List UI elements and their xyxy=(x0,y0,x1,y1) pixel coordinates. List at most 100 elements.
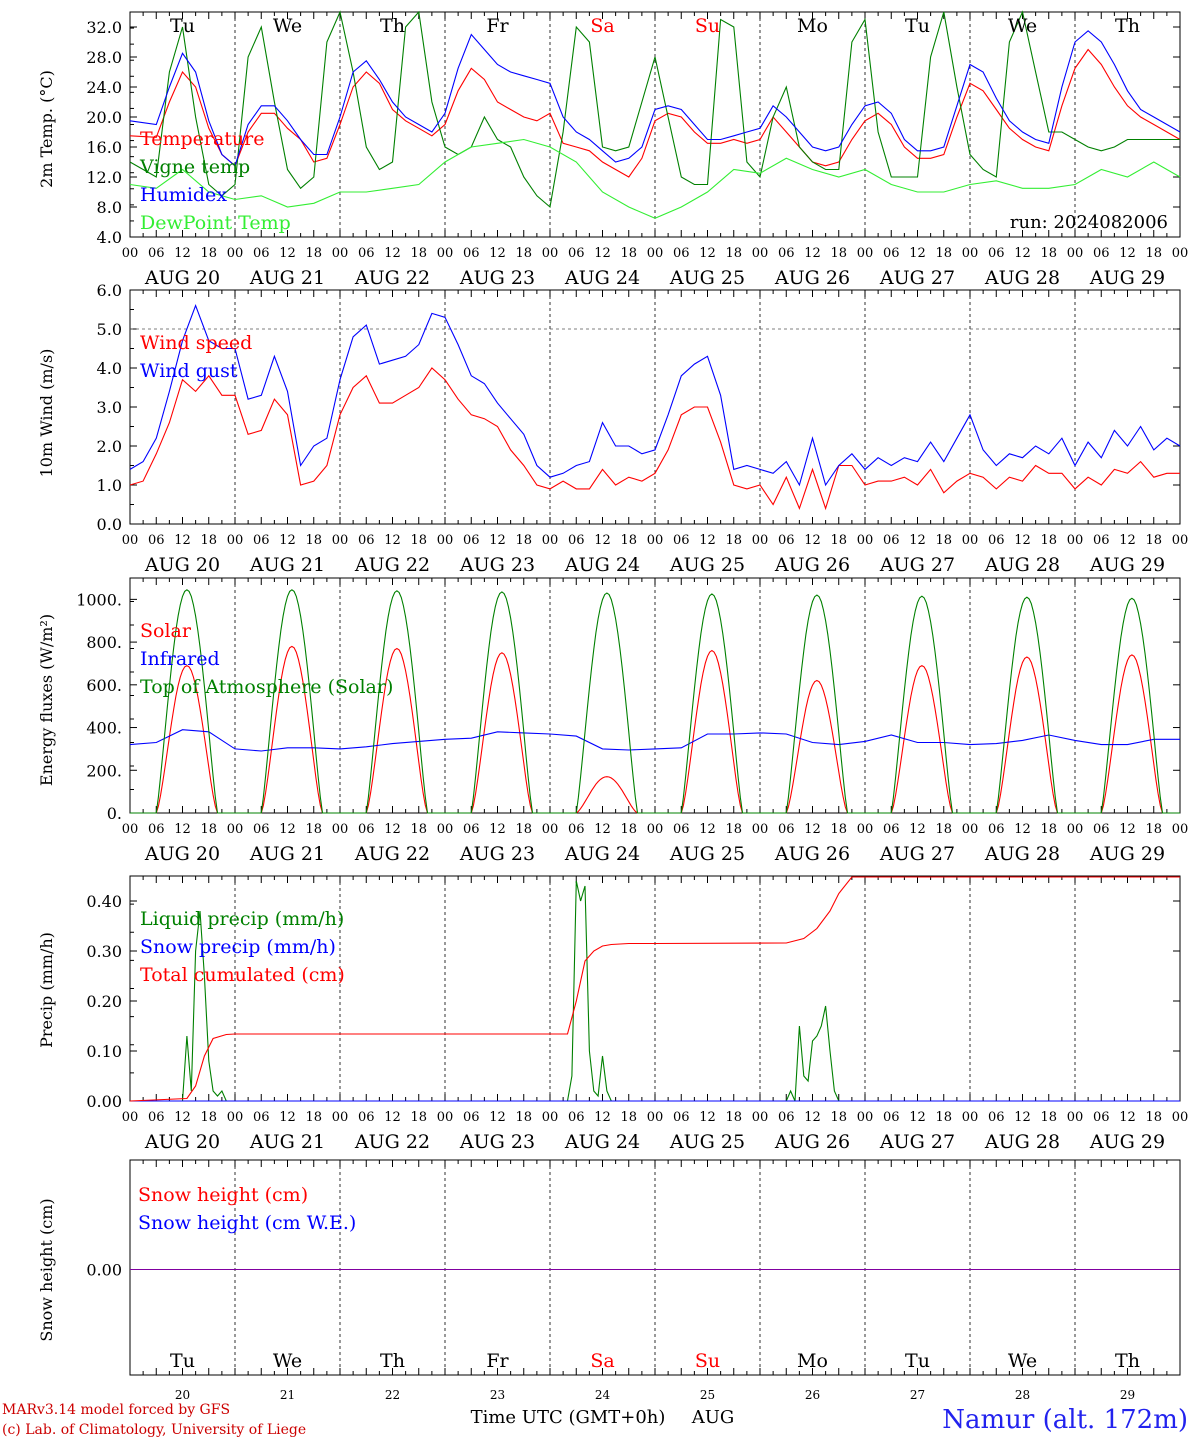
y-tick-label: 8.0 xyxy=(97,198,122,217)
date-label: AUG 22 xyxy=(354,554,430,576)
station-label: Namur (alt. 172m) xyxy=(942,1405,1188,1435)
hour-tick-label: 12 xyxy=(384,1110,401,1125)
hour-tick-label: 18 xyxy=(620,246,637,261)
plot-frame xyxy=(129,11,1181,238)
hour-tick-label: 06 xyxy=(463,533,480,548)
y-tick-label: 0.20 xyxy=(86,992,122,1011)
y-tick-label: 3.0 xyxy=(97,398,122,417)
hour-tick-label: 18 xyxy=(515,822,532,837)
y-tick-label: 28.0 xyxy=(86,48,122,67)
y-tick-label: 12.0 xyxy=(86,168,122,187)
hour-tick-label: 12 xyxy=(1014,822,1031,837)
day-of-week-label: Th xyxy=(1115,15,1140,37)
y-tick-label: 5.0 xyxy=(97,320,122,339)
hour-tick-label: 06 xyxy=(883,246,900,261)
y-tick-label: 24.0 xyxy=(86,78,122,97)
y-axis-label: 2m Temp. (°C) xyxy=(37,70,56,188)
day-of-week-label: Mo xyxy=(797,15,828,37)
date-label: AUG 27 xyxy=(879,267,955,289)
hour-tick-label: 00 xyxy=(227,533,244,548)
hour-tick-label: 00 xyxy=(1172,822,1189,837)
hour-tick-label: 00 xyxy=(647,533,664,548)
date-label: AUG 20 xyxy=(144,554,220,576)
legend-entry: Total cumulated (cm) xyxy=(140,964,345,986)
legend-entry: DewPoint Temp xyxy=(140,212,291,234)
hour-tick-label: 00 xyxy=(437,533,454,548)
hour-tick-label: 18 xyxy=(830,822,847,837)
day-of-week-label: We xyxy=(273,1350,302,1372)
legend-entry: Top of Atmosphere (Solar) xyxy=(140,676,393,698)
hour-tick-label: 06 xyxy=(673,533,690,548)
hour-tick-label: 18 xyxy=(725,533,742,548)
run-label: run: 2024082006 xyxy=(1010,212,1168,233)
date-label: AUG 26 xyxy=(774,843,850,865)
date-label: AUG 21 xyxy=(249,1131,325,1153)
hour-tick-label: 12 xyxy=(384,533,401,548)
hour-tick-label: 06 xyxy=(778,533,795,548)
hour-tick-label: 00 xyxy=(437,246,454,261)
date-label: AUG 25 xyxy=(669,267,745,289)
series-humidex xyxy=(129,30,1181,167)
legend-entry: Snow height (cm W.E.) xyxy=(138,1212,356,1234)
hour-tick-label: 06 xyxy=(988,1110,1005,1125)
hour-tick-label: 06 xyxy=(358,246,375,261)
day-of-week-label: We xyxy=(1008,1350,1037,1372)
y-tick-label: 16.0 xyxy=(86,138,122,157)
day-number-label: 28 xyxy=(1015,1388,1030,1402)
hour-tick-label: 00 xyxy=(647,1110,664,1125)
model-credit: MARv3.14 model forced by GFS xyxy=(2,1402,230,1418)
lab-credit: (c) Lab. of Climatology, University of L… xyxy=(2,1422,306,1438)
hour-tick-label: 18 xyxy=(725,246,742,261)
date-label: AUG 26 xyxy=(774,1131,850,1153)
hour-tick-label: 00 xyxy=(857,246,874,261)
y-tick-label: 0.00 xyxy=(86,1261,122,1280)
hour-tick-label: 06 xyxy=(253,822,270,837)
hour-tick-label: 00 xyxy=(437,822,454,837)
hour-tick-label: 06 xyxy=(568,822,585,837)
hour-tick-label: 18 xyxy=(620,822,637,837)
y-tick-label: 2.0 xyxy=(97,437,122,456)
day-number-label: 22 xyxy=(385,1388,400,1402)
hour-tick-label: 00 xyxy=(122,822,139,837)
y-axis-label: Precip (mm/h) xyxy=(37,932,56,1048)
hour-tick-label: 12 xyxy=(384,246,401,261)
date-label: AUG 24 xyxy=(564,843,640,865)
y-tick-label: 4.0 xyxy=(97,359,122,378)
day-of-week-label: Sa xyxy=(590,15,614,37)
date-label: AUG 28 xyxy=(984,1131,1060,1153)
y-tick-label: 600. xyxy=(86,676,122,695)
hour-tick-label: 18 xyxy=(830,533,847,548)
hour-tick-label: 06 xyxy=(253,1110,270,1125)
hour-tick-label: 00 xyxy=(542,246,559,261)
panel-2: 0.0 1.0 2.0 3.0 4.0 5.0 6.0 10m Wind (m/s) Wind … xyxy=(37,281,1188,576)
hour-tick-label: 12 xyxy=(594,822,611,837)
panel-4: 0.00 0.10 0.20 0.30 0.40 Precip (mm/h) Liquid … xyxy=(37,875,1188,1153)
hour-tick-label: 18 xyxy=(1145,1110,1162,1125)
hour-tick-label: 00 xyxy=(647,246,664,261)
series-wind-speed xyxy=(129,367,1180,511)
hour-tick-label: 18 xyxy=(1040,246,1057,261)
hour-tick-label: 18 xyxy=(305,246,322,261)
hour-tick-label: 12 xyxy=(489,822,506,837)
hour-tick-label: 00 xyxy=(1172,533,1189,548)
hour-tick-label: 12 xyxy=(174,533,191,548)
y-tick-label: 1.0 xyxy=(97,476,122,495)
hour-tick-label: 06 xyxy=(148,533,165,548)
panel-5: 0.00 Snow height (cm) Snow height (cm) Snow… xyxy=(37,1159,1181,1402)
date-label: AUG 27 xyxy=(879,1131,955,1153)
hour-tick-label: 18 xyxy=(305,1110,322,1125)
date-label: AUG 23 xyxy=(459,1131,535,1153)
date-label: AUG 23 xyxy=(459,843,535,865)
y-tick-label: 1000. xyxy=(76,590,122,609)
hour-tick-label: 12 xyxy=(1119,246,1136,261)
hour-tick-label: 18 xyxy=(1145,533,1162,548)
date-label: AUG 27 xyxy=(879,843,955,865)
hour-tick-label: 00 xyxy=(752,246,769,261)
hour-tick-label: 00 xyxy=(1067,533,1084,548)
y-tick-label: 0. xyxy=(107,804,122,823)
hour-tick-label: 12 xyxy=(1119,533,1136,548)
hour-tick-label: 06 xyxy=(778,1110,795,1125)
x-axis-label: Time UTC (GMT+0h) xyxy=(471,1407,666,1428)
hour-tick-label: 18 xyxy=(410,246,427,261)
date-label: AUG 22 xyxy=(354,267,430,289)
